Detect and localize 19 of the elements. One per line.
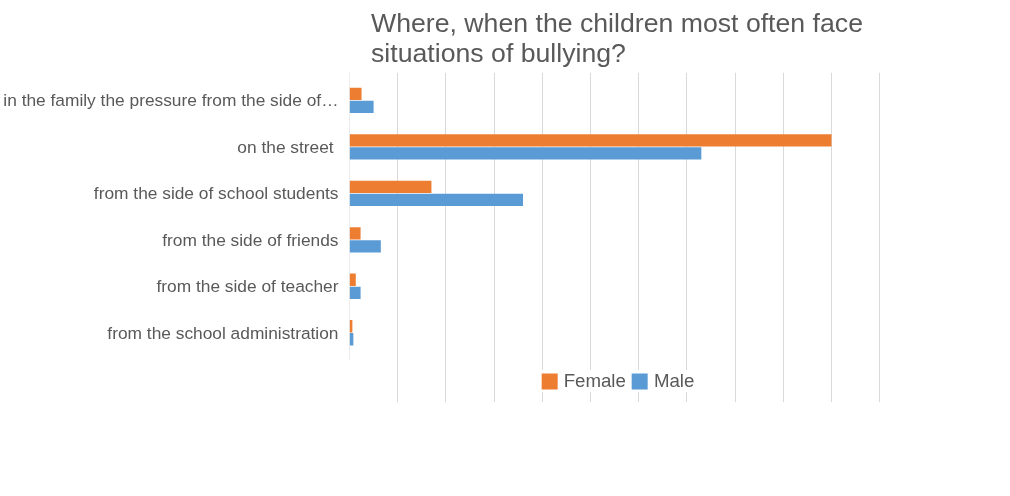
bar bbox=[349, 100, 374, 114]
bar bbox=[349, 147, 702, 160]
bar bbox=[349, 87, 362, 101]
bar bbox=[349, 240, 381, 253]
bar bbox=[349, 193, 524, 207]
bar bbox=[349, 134, 832, 147]
y-tick-label: from the side of school students bbox=[93, 183, 339, 204]
bar bbox=[349, 273, 356, 286]
y-tick-label: in the family the pressure from the side of… bbox=[3, 90, 339, 111]
legend-label: Female bbox=[563, 370, 626, 392]
y-tick-label: from the side of friends bbox=[162, 229, 339, 250]
chart-title: Where, when the children most often face situations of bullying? bbox=[371, 7, 863, 68]
y-tick-label: from the school administration bbox=[107, 322, 339, 343]
bar bbox=[349, 286, 361, 299]
bar bbox=[349, 180, 432, 194]
legend-label: Male bbox=[653, 370, 695, 392]
y-tick-label: on the street bbox=[237, 136, 334, 157]
bar bbox=[349, 227, 361, 240]
y-tick-label: from the side of teacher bbox=[156, 276, 339, 297]
